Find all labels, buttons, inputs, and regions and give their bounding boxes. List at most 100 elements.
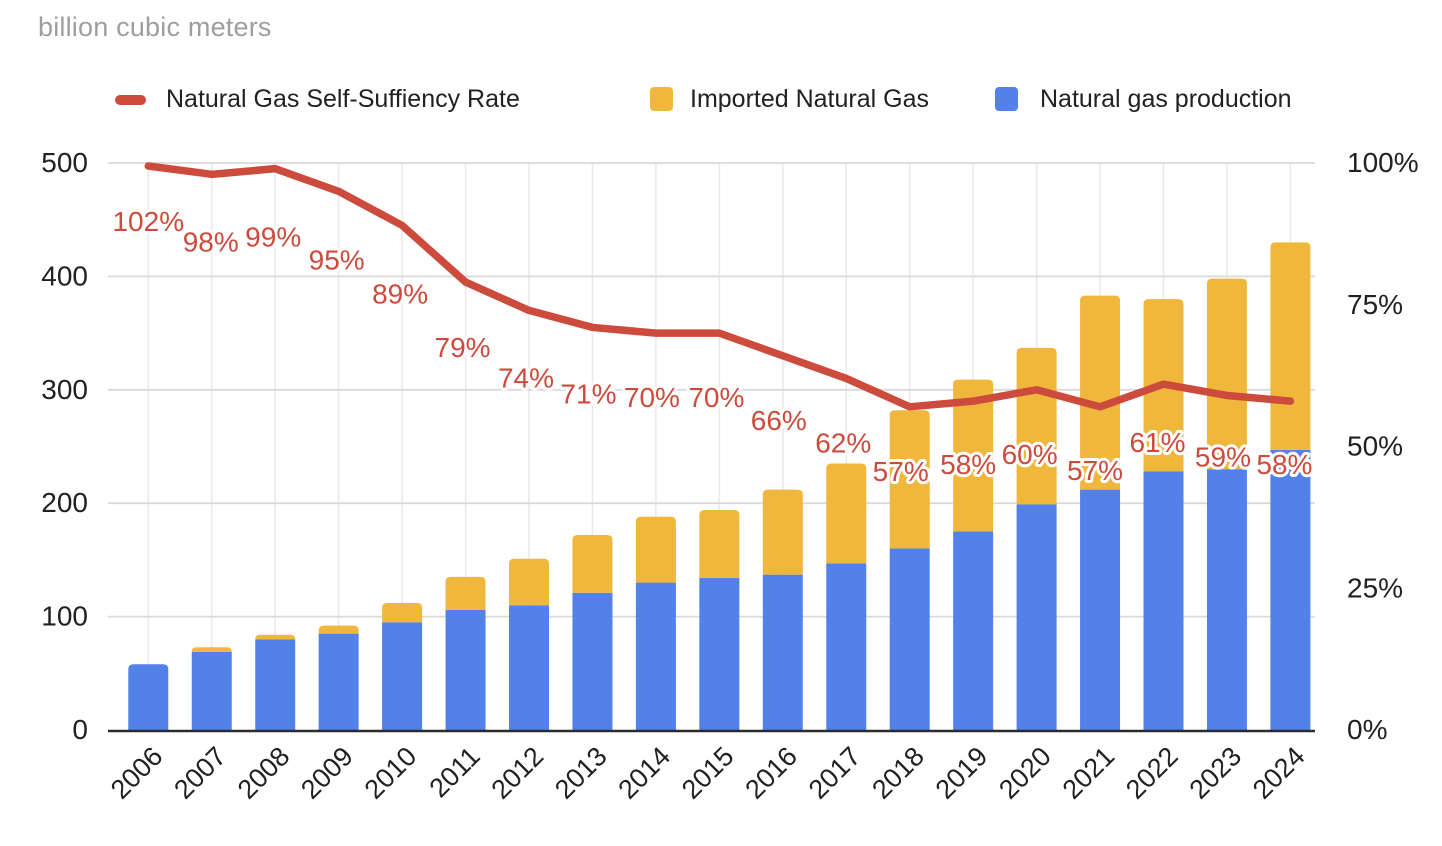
x-axis-year-label: 2008: [232, 741, 296, 805]
imports-bar-segment: [1016, 347, 1057, 505]
production-bar-segment: [826, 563, 867, 730]
x-axis-year-label: 2018: [866, 741, 930, 805]
x-axis-labels: 2006 2007 2008 2009 2010 2011 2012 2013 2014 2015…: [105, 741, 1311, 805]
x-axis-year-label: 2013: [549, 741, 613, 805]
imports-bar-segment: [318, 625, 359, 634]
rate-label: 102%: [112, 206, 184, 237]
bar-2015: [699, 510, 740, 730]
right-axis-tick-label: 50%: [1347, 431, 1403, 462]
rate-label: 61%: [1129, 427, 1185, 458]
rate-label: 62%: [815, 427, 871, 458]
production-series-marker-icon: [995, 87, 1018, 111]
rate-label: 60%: [1002, 439, 1058, 470]
production-bar-segment: [318, 633, 359, 730]
x-axis-year-label: 2020: [993, 741, 1057, 805]
imports-bar-segment: [953, 379, 994, 532]
left-axis-tick-label: 200: [41, 487, 88, 518]
production-bar-segment: [255, 639, 296, 730]
left-axis-labels: 0 100 200 300 400 500: [41, 147, 88, 745]
imports-bar-segment: [762, 489, 803, 575]
bar-2024: [1270, 242, 1311, 730]
imports-bar-segment: [1206, 278, 1247, 470]
line-series-marker-icon: [115, 95, 146, 105]
rate-label: 79%: [435, 332, 491, 363]
production-bar-segment: [445, 609, 486, 730]
bar-2019: [953, 379, 994, 730]
imports-bar-segment: [255, 634, 296, 640]
bar-2010: [382, 602, 423, 730]
bar-2009: [318, 625, 359, 730]
bar-2022: [1143, 299, 1184, 730]
right-axis-tick-label: 25%: [1347, 572, 1403, 603]
imports-bar-segment: [826, 463, 867, 564]
right-axis-tick-label: 100%: [1347, 147, 1419, 178]
imports-bar-segment: [1270, 242, 1311, 450]
rate-label: 99%: [245, 222, 301, 253]
bar-2007: [191, 647, 232, 730]
rate-labels: 102%98% 99%95%89%79%74%71% 70% 70%66%62%57%…: [109, 203, 1315, 490]
left-axis-tick-label: 300: [41, 374, 88, 405]
bar-2020: [1016, 347, 1057, 730]
production-bar-segment: [889, 548, 930, 730]
x-axis-year-label: 2012: [486, 741, 550, 805]
production-bar-segment: [382, 622, 423, 730]
left-axis-tick-label: 400: [41, 260, 88, 291]
imports-bar-segment: [509, 558, 549, 606]
rate-label: 89%: [372, 278, 428, 309]
production-bar-segment: [635, 582, 676, 730]
rate-label: 57%: [873, 456, 929, 487]
bar-2018: [889, 410, 930, 730]
rate-label: 70%: [624, 382, 680, 413]
rate-label: 95%: [309, 244, 365, 275]
legend-item-self-sufficiency-rate: Natural Gas Self-Suffiency Rate: [115, 84, 520, 113]
production-bar-segment: [699, 578, 740, 730]
imports-bar-segment: [382, 602, 423, 623]
production-bar-segment: [1143, 471, 1184, 730]
imports-bar-segment: [572, 534, 613, 593]
production-bar-segment: [953, 531, 994, 730]
x-axis-year-label: 2017: [803, 741, 867, 805]
x-axis-year-label: 2015: [676, 741, 740, 805]
x-axis-year-label: 2022: [1120, 741, 1184, 805]
x-axis-year-label: 2007: [168, 741, 232, 805]
bar-2012: [509, 558, 549, 730]
production-bar-segment: [128, 664, 169, 730]
x-axis-year-label: 2011: [424, 741, 486, 803]
rate-label: 70%: [688, 382, 744, 413]
legend-label-self-sufficiency-rate: Natural Gas Self-Suffiency Rate: [166, 84, 520, 113]
imports-bar-segment: [1080, 295, 1121, 490]
rate-label: 74%: [498, 362, 554, 393]
rate-label: 57%: [1067, 455, 1123, 486]
right-axis-labels: 0% 25% 50% 75% 100%: [1347, 147, 1419, 745]
rate-label: 71%: [560, 378, 616, 409]
legend-item-imported-gas: Imported Natural Gas: [650, 84, 929, 113]
rate-label: 58%: [940, 449, 996, 480]
x-axis-year-label: 2006: [105, 741, 169, 805]
x-axis-year-label: 2024: [1247, 741, 1311, 805]
right-axis-tick-label: 75%: [1347, 289, 1403, 320]
left-axis-tick-label: 0: [72, 714, 88, 745]
bar-2008: [255, 634, 296, 730]
left-axis-tick-label: 100: [41, 601, 88, 632]
stacked-bars: [128, 242, 1311, 730]
imports-bar-segment: [699, 510, 740, 579]
rate-label: 58%: [1256, 449, 1312, 480]
bar-2011: [445, 576, 486, 730]
bar-2023: [1206, 278, 1247, 730]
legend-label-gas-production: Natural gas production: [1040, 84, 1292, 113]
production-bar-segment: [1270, 449, 1311, 730]
imports-series-marker-icon: [650, 87, 673, 111]
self-sufficiency-line: [144, 162, 1295, 411]
imports-bar-segment: [191, 647, 232, 652]
legend-label-imported-gas: Imported Natural Gas: [690, 84, 929, 113]
bar-2017: [826, 463, 867, 730]
bar-2014: [635, 516, 676, 730]
production-bar-segment: [762, 574, 803, 730]
bar-2021: [1080, 295, 1121, 730]
chart-title: billion cubic meters: [38, 12, 272, 42]
production-bar-segment: [572, 592, 613, 730]
x-axis-year-label: 2010: [359, 741, 423, 805]
imports-bar-segment: [889, 410, 930, 549]
production-bar-segment: [1016, 504, 1057, 730]
